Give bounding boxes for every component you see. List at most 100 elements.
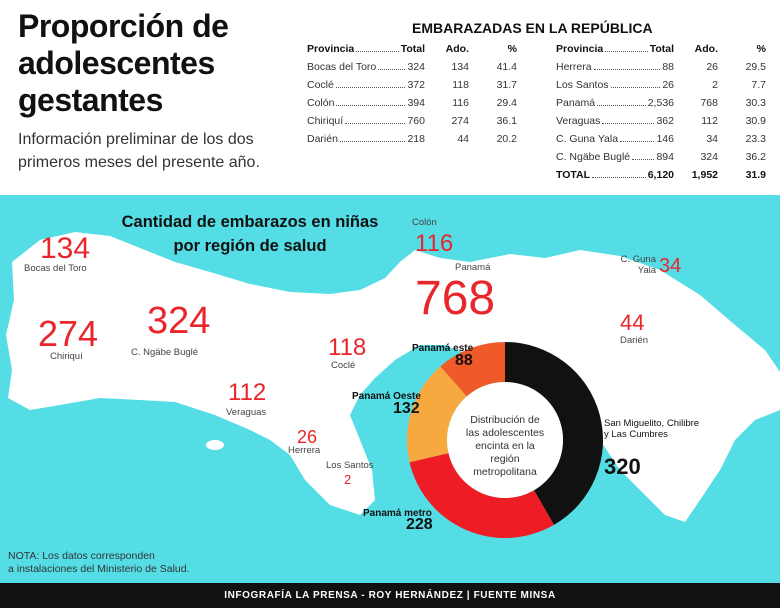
leader-dots [632, 151, 655, 160]
header-cell: Provincia Total [556, 43, 674, 55]
title-line: gestantes [18, 82, 163, 118]
title-line: Proporción de [18, 8, 229, 44]
leader-dots [339, 133, 406, 142]
percent: 36.1 [496, 115, 517, 127]
percent: 31.9 [745, 169, 766, 181]
percent: 31.7 [496, 79, 517, 91]
adolescents: 116 [452, 97, 469, 109]
province: Panamá [556, 97, 596, 109]
subtitle: Información preliminar de los dos primero… [18, 128, 260, 174]
total: 760 [407, 115, 425, 127]
leader-dots [610, 79, 661, 88]
donut-segment [440, 341, 505, 397]
donut-chart [406, 341, 603, 538]
region-value: 44 [620, 310, 645, 335]
cell: Veraguas 362 [556, 115, 674, 127]
column-label: Provincia [307, 43, 355, 55]
cell: C. Guna Yala 146 [556, 133, 674, 145]
segment-name: Panamá metro [363, 508, 432, 519]
cell: Panamá 2,536 [556, 97, 674, 109]
table-row: Darién 218 44 20.2 [307, 130, 517, 148]
table-right: Provincia Total Ado.% Herrera 88 26 29.5 Los Sa… [556, 40, 766, 184]
region-name: Bocas del Toro [24, 263, 87, 274]
segment-value: 132 [393, 400, 420, 417]
cell: Herrera 88 [556, 61, 674, 73]
total: 218 [407, 133, 425, 145]
leader-dots [378, 61, 406, 70]
table-row: TOTAL 6,120 1,952 31.9 [556, 166, 766, 184]
segment-name: San Miguelito, Chilibre y Las Cumbres [604, 418, 700, 440]
column-label: Total [649, 43, 674, 55]
donut-center-line: Distribución de [470, 414, 540, 426]
cell: Coclé 372 [307, 79, 425, 91]
note-line: NOTA: Los datos corresponden [8, 550, 155, 562]
donut-center-line: metropolitana [473, 466, 537, 478]
total: 26 [662, 79, 674, 91]
island [206, 440, 224, 450]
column-label: Ado. [445, 43, 469, 55]
table-row: C. Ngäbe Buglé 894 324 36.2 [556, 148, 766, 166]
region-name: Coclé [331, 360, 356, 371]
note: NOTA: Los datos corresponden a instalacio… [8, 550, 190, 576]
table-row: Panamá 2,536 768 30.3 [556, 94, 766, 112]
segment-name: Panamá Oeste [352, 391, 421, 402]
map-title-line: Cantidad de embarazos en niñas [121, 213, 379, 231]
segment-value: 88 [455, 352, 473, 369]
leader-dots [345, 115, 406, 124]
region-value: 34 [659, 255, 682, 277]
leader-dots [597, 97, 646, 106]
table-row: Chiriquí 760 274 36.1 [307, 112, 517, 130]
footer: INFOGRAFÍA LA PRENSA - ROY HERNÁNDEZ | F… [0, 583, 780, 608]
subtitle-line: primeros meses del presente año. [18, 154, 260, 171]
adolescents: 1,952 [691, 169, 718, 181]
percent: 23.3 [745, 133, 766, 145]
region-name: Los Santos [326, 460, 374, 471]
cell: Colón 394 [307, 97, 425, 109]
region-name: Colón [412, 217, 437, 228]
total: 894 [656, 151, 674, 163]
header-cell: Provincia Total [307, 43, 425, 55]
total: 146 [656, 133, 674, 145]
region-name: Chiriquí [50, 351, 83, 362]
adolescents: 34 [706, 133, 718, 145]
region-value: 118 [328, 334, 367, 361]
province: Los Santos [556, 79, 609, 91]
cell: TOTAL 6,120 [556, 169, 674, 181]
percent: 36.2 [745, 151, 766, 163]
adolescents: 274 [451, 115, 469, 127]
region-name: Herrera [288, 445, 321, 456]
province: Herrera [556, 61, 592, 73]
title: Proporción de adolescentes gestantes [18, 8, 229, 119]
map-title-line: por región de salud [173, 237, 327, 255]
table-title: EMBARAZADAS EN LA REPÚBLICA [412, 20, 653, 36]
adolescents: 112 [701, 115, 718, 127]
leader-dots [593, 61, 661, 70]
adolescents: 26 [706, 61, 718, 73]
percent: 20.2 [496, 133, 517, 145]
total: 362 [656, 115, 674, 127]
region-value: 768 [415, 272, 496, 325]
province: C. Guna Yala [556, 133, 619, 145]
province: TOTAL [556, 169, 591, 181]
table-row: C. Guna Yala 146 34 23.3 [556, 130, 766, 148]
table-header: Provincia Total Ado.% [556, 40, 766, 58]
table-row: Los Santos 26 2 7.7 [556, 76, 766, 94]
province: C. Ngäbe Buglé [556, 151, 631, 163]
segment-name: Panamá este [412, 343, 474, 354]
region-value: 134 [40, 232, 91, 265]
region-name: Panamá [455, 262, 491, 273]
table-left: Provincia Total Ado.% Bocas del Toro 324 134 4… [307, 40, 517, 148]
percent: 29.4 [496, 97, 517, 109]
region-name: Veraguas [226, 407, 267, 418]
percent: 30.3 [745, 97, 766, 109]
map-title: Cantidad de embarazos en niñas por región… [100, 210, 400, 258]
percent: 30.9 [745, 115, 766, 127]
region-value: 26 [297, 427, 318, 447]
donut-hole [447, 382, 563, 498]
total: 394 [407, 97, 425, 109]
table-row: Colón 394 116 29.4 [307, 94, 517, 112]
table-row: Herrera 88 26 29.5 [556, 58, 766, 76]
table-header: Provincia Total Ado.% [307, 40, 517, 58]
